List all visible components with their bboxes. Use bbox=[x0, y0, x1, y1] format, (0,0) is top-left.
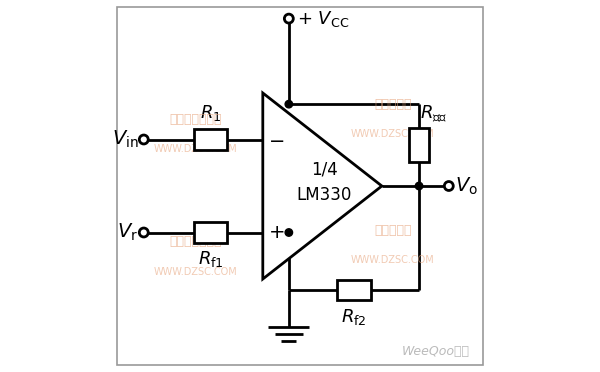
Circle shape bbox=[445, 182, 453, 190]
Text: WWW.DZSC.COM: WWW.DZSC.COM bbox=[154, 144, 238, 154]
Text: WWW.DZSC.COM: WWW.DZSC.COM bbox=[351, 129, 435, 139]
Text: 1/4
LM330: 1/4 LM330 bbox=[296, 161, 352, 204]
Text: 电子市场网: 电子市场网 bbox=[374, 224, 412, 237]
Text: $+$: $+$ bbox=[268, 223, 284, 242]
Bar bbox=[194, 129, 227, 150]
Circle shape bbox=[285, 229, 293, 236]
Circle shape bbox=[139, 135, 148, 144]
Circle shape bbox=[284, 14, 293, 23]
Circle shape bbox=[139, 228, 148, 237]
Text: $+\ V_{\mathrm{CC}}$: $+\ V_{\mathrm{CC}}$ bbox=[297, 9, 349, 29]
Text: $V_{\mathrm{r}}$: $V_{\mathrm{r}}$ bbox=[117, 222, 138, 243]
Text: $R_1$: $R_1$ bbox=[200, 103, 221, 122]
Text: $V_{\mathrm{in}}$: $V_{\mathrm{in}}$ bbox=[112, 129, 138, 150]
Circle shape bbox=[415, 182, 423, 190]
Bar bbox=[194, 222, 227, 243]
Text: 维库电子市场网: 维库电子市场网 bbox=[170, 235, 222, 248]
Text: $V_{\mathrm{o}}$: $V_{\mathrm{o}}$ bbox=[455, 175, 478, 197]
Text: WWW.DZSC.COM: WWW.DZSC.COM bbox=[351, 256, 435, 265]
Polygon shape bbox=[263, 93, 382, 279]
Bar bbox=[409, 128, 429, 162]
Text: WeeQoo维库: WeeQoo维库 bbox=[402, 345, 470, 358]
Text: $-$: $-$ bbox=[268, 130, 284, 149]
Bar bbox=[337, 280, 371, 301]
Text: 维库电子市场网: 维库电子市场网 bbox=[170, 113, 222, 125]
Text: 电子市场网: 电子市场网 bbox=[374, 98, 412, 110]
Text: WWW.DZSC.COM: WWW.DZSC.COM bbox=[154, 267, 238, 276]
Circle shape bbox=[285, 100, 293, 108]
Text: $R_{\mathrm{f1}}$: $R_{\mathrm{f1}}$ bbox=[198, 250, 224, 269]
Text: $R_{\mathrm{f2}}$: $R_{\mathrm{f2}}$ bbox=[341, 307, 367, 327]
Text: $R_{上拉}$: $R_{上拉}$ bbox=[420, 103, 448, 124]
